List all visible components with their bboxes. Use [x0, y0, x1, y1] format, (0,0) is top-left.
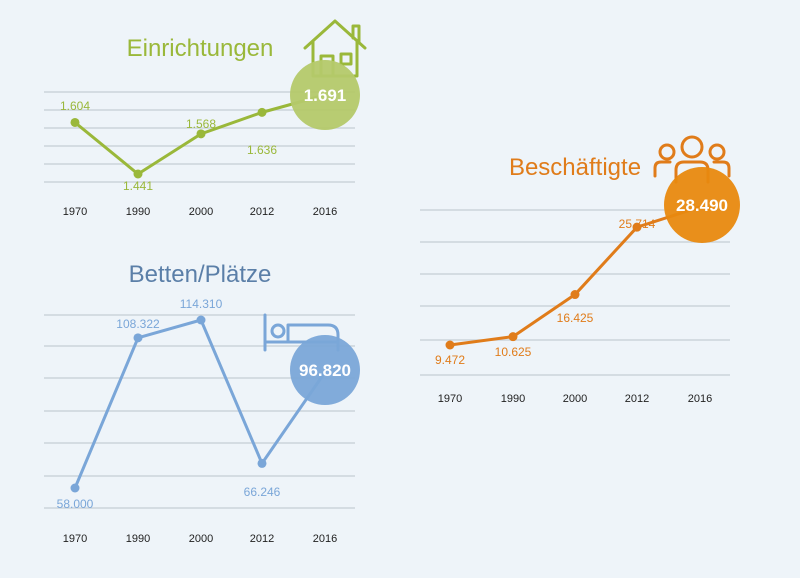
x-tick-label: 2012	[625, 393, 649, 405]
house-window	[339, 52, 353, 66]
highlight-bubble	[290, 60, 360, 130]
x-tick-label: 1970	[63, 206, 87, 218]
x-tick-label: 1990	[126, 533, 150, 545]
data-label: 108.322	[116, 317, 160, 331]
data-label: 1.604	[60, 99, 90, 113]
x-tick-label: 2000	[563, 393, 587, 405]
data-label: 66.246	[244, 485, 281, 499]
data-point	[257, 458, 267, 468]
data-label: 1.568	[186, 117, 216, 131]
data-point	[70, 483, 80, 493]
data-point	[133, 333, 143, 343]
data-label: 10.625	[495, 345, 532, 359]
data-point	[70, 117, 80, 127]
chart-title: Betten/Plätze	[129, 261, 272, 288]
x-tick-label: 1970	[438, 393, 462, 405]
person-right-head	[708, 143, 726, 161]
data-point	[508, 332, 518, 342]
house-chimney	[351, 24, 361, 45]
data-label: 114.310	[180, 297, 223, 311]
data-point	[196, 129, 206, 139]
highlight-bubble	[290, 335, 360, 405]
person-left-body	[653, 160, 672, 178]
x-tick-label: 2012	[250, 533, 274, 545]
chart-besch-ftigte: Beschäftigte 9.472 10.625 16.425 25.714 28.49…	[420, 135, 740, 405]
bed-blanket	[286, 323, 340, 344]
highlight-bubble	[664, 167, 740, 243]
data-label: 1.441	[123, 179, 153, 193]
data-point	[257, 107, 267, 117]
highlight-value: 28.490	[676, 196, 728, 215]
chart-einrichtungen: Einrichtungen 1.604 1.441 1.568 1.636 1.691 19…	[44, 19, 367, 218]
chart-title: Beschäftigte	[509, 154, 641, 181]
chart-title: Einrichtungen	[127, 35, 274, 62]
data-label: 25.714	[619, 217, 656, 231]
data-label: 1.636	[247, 143, 277, 157]
x-tick-label: 2016	[313, 533, 337, 545]
data-point	[570, 290, 580, 300]
person-center-body	[674, 160, 710, 184]
x-tick-label: 2000	[189, 206, 213, 218]
data-label: 58.000	[57, 497, 94, 511]
highlight-value: 96.820	[299, 361, 351, 380]
x-tick-label: 2016	[688, 393, 712, 405]
bed-pillow	[270, 323, 286, 339]
x-tick-label: 1990	[501, 393, 525, 405]
data-label: 16.425	[557, 311, 594, 325]
data-point	[632, 222, 642, 232]
chart-betten-pl-tze: Betten/Plätze 58.000 108.322 114.310 66.246 9…	[44, 261, 360, 545]
data-point	[445, 340, 455, 350]
data-point	[133, 169, 143, 179]
person-center-head	[680, 135, 704, 159]
person-left-head	[658, 143, 676, 161]
data-point	[196, 315, 206, 325]
house-roof	[303, 19, 367, 50]
data-label: 9.472	[435, 353, 465, 367]
highlight-value: 1.691	[304, 86, 347, 105]
x-tick-label: 2016	[313, 206, 337, 218]
x-tick-label: 1990	[126, 206, 150, 218]
x-tick-label: 2012	[250, 206, 274, 218]
people-icon	[653, 135, 731, 184]
x-tick-label: 1970	[63, 533, 87, 545]
x-tick-label: 2000	[189, 533, 213, 545]
person-right-body	[712, 160, 731, 178]
